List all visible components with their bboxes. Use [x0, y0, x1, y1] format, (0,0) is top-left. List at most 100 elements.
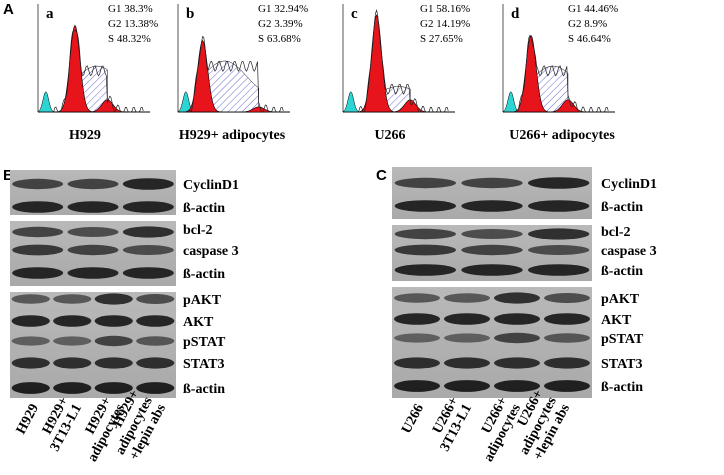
band [94, 315, 133, 327]
histogram [37, 4, 150, 113]
histogram [342, 4, 455, 113]
band [12, 244, 64, 256]
band [136, 357, 175, 369]
protein-label: ß-actin [601, 200, 643, 215]
band [544, 313, 590, 325]
caption: H929 [69, 128, 101, 143]
g2-peak [503, 99, 615, 113]
protein-label: caspase 3 [601, 244, 657, 259]
band [67, 267, 119, 279]
protein-label: STAT3 [601, 357, 643, 372]
band [444, 357, 490, 369]
band [11, 315, 50, 327]
stat: G1 44.46% [568, 3, 618, 15]
outline [345, 8, 449, 113]
band [394, 293, 440, 303]
lane-label: U266 [399, 402, 427, 437]
protein-label: ß-actin [183, 382, 225, 397]
protein-label: ß-actin [601, 380, 643, 395]
band [394, 357, 440, 369]
band [136, 294, 175, 304]
stat: G1 32.94% [258, 3, 308, 15]
band [394, 264, 457, 276]
protein-label: bcl-2 [183, 223, 213, 238]
band [528, 264, 590, 276]
band [544, 293, 590, 303]
band [544, 380, 590, 392]
protein-label: AKT [601, 313, 632, 328]
stat: S 46.64% [568, 33, 611, 45]
band [53, 382, 92, 394]
band [11, 294, 50, 304]
lane-label: U266+adipocytes [468, 394, 524, 464]
band [53, 336, 92, 346]
band [444, 293, 490, 303]
outline [40, 29, 144, 113]
band [67, 178, 119, 190]
stat: G1 58.16% [420, 3, 470, 15]
protein-label: ß-actin [183, 267, 225, 282]
band [494, 332, 540, 344]
band [67, 244, 119, 256]
band [12, 267, 64, 279]
plot-letter: a [46, 6, 54, 22]
band [12, 226, 64, 238]
band [461, 229, 523, 239]
band [136, 315, 175, 327]
protein-label: ß-actin [601, 264, 643, 279]
band [94, 293, 133, 305]
lane-line: U266 [399, 402, 427, 437]
band [12, 201, 64, 213]
protein-label: pAKT [601, 292, 640, 307]
caption: U266+ adipocytes [509, 128, 615, 143]
panel-label: C [376, 167, 387, 184]
band [53, 294, 92, 304]
histogram [177, 4, 290, 113]
stat: G2 13.38% [108, 18, 158, 30]
lane-line: H929 [14, 402, 42, 437]
band [494, 292, 540, 304]
g2-peak [178, 106, 290, 113]
band [461, 264, 523, 276]
panel-label: B [3, 167, 14, 184]
band [444, 333, 490, 343]
stat: G2 14.19% [420, 18, 470, 30]
histogram [502, 4, 615, 113]
band [94, 382, 133, 394]
band [122, 267, 174, 279]
protein-label: ß-actin [183, 201, 225, 216]
band [11, 357, 50, 369]
stat: S 27.65% [420, 33, 463, 45]
plot-letter: c [351, 6, 358, 22]
band [94, 335, 133, 347]
band [444, 380, 490, 392]
band [94, 357, 133, 369]
band [494, 380, 540, 392]
band [528, 177, 590, 189]
band [394, 200, 457, 212]
g2-peak [38, 99, 150, 113]
band [136, 382, 175, 394]
band [11, 382, 50, 394]
stat: G2 8.9% [568, 18, 607, 30]
plot-letter: d [511, 6, 520, 22]
band [122, 226, 174, 238]
panel-label: A [3, 1, 14, 18]
protein-label: caspase 3 [183, 244, 239, 259]
band [11, 336, 50, 346]
protein-label: pAKT [183, 293, 222, 308]
protein-label: bcl-2 [601, 225, 631, 240]
outline [505, 34, 609, 113]
band [394, 333, 440, 343]
stat: G1 38.3% [108, 3, 153, 15]
band [67, 201, 119, 213]
band [122, 178, 174, 190]
g2-peak [343, 99, 455, 113]
band [461, 200, 523, 212]
band [53, 357, 92, 369]
caption: U266 [374, 128, 405, 143]
outline [180, 35, 284, 113]
band [394, 380, 440, 392]
lane-label: H929 [14, 402, 42, 437]
band [544, 333, 590, 343]
